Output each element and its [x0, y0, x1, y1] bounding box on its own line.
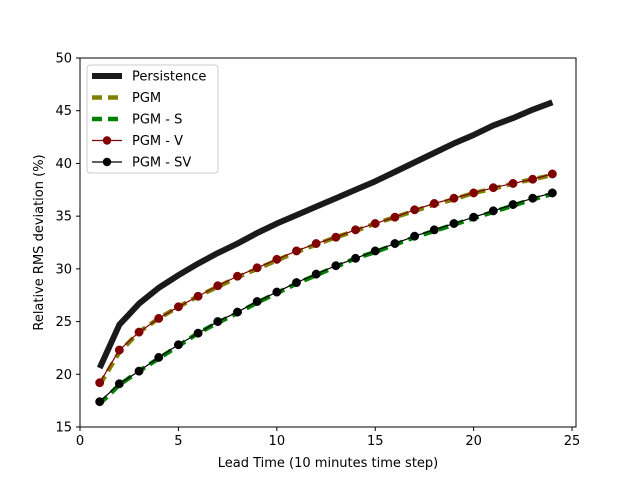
x-tick-label: 25: [564, 434, 581, 449]
data-point-pgm-sv: [410, 231, 420, 241]
x-tick-label: 5: [174, 434, 182, 449]
legend-marker-pgm-v: [102, 136, 112, 145]
data-point-pgm-v: [173, 302, 183, 312]
y-tick-label: 35: [55, 210, 72, 225]
data-point-pgm-v: [272, 254, 282, 264]
data-point-pgm-v: [469, 188, 479, 198]
legend-label-pgm-v: PGM - V: [132, 134, 183, 149]
data-point-pgm-sv: [272, 287, 282, 297]
data-point-pgm-v: [488, 183, 498, 193]
data-point-pgm-v: [449, 193, 459, 203]
y-tick-label: 30: [55, 262, 72, 277]
y-axis-label: Relative RMS deviation (%): [32, 154, 47, 330]
data-point-pgm-v: [410, 205, 420, 215]
data-point-pgm-sv: [528, 193, 538, 203]
data-point-pgm-v: [114, 345, 124, 355]
legend-label-pgm: PGM: [132, 91, 161, 106]
data-point-pgm-sv: [449, 219, 459, 228]
data-point-pgm-v: [311, 239, 321, 249]
plot-frame: [79, 57, 577, 428]
data-point-pgm-sv: [95, 397, 105, 407]
data-point-pgm-sv: [233, 307, 242, 317]
x-axis: 0 5 10 15 20 25: [76, 427, 580, 449]
data-point-pgm-v: [213, 281, 223, 291]
data-point-pgm-sv: [547, 188, 557, 198]
data-point-pgm-v: [429, 199, 439, 208]
data-point-pgm-sv: [114, 379, 124, 389]
y-tick-label: 50: [55, 52, 72, 67]
data-point-pgm-sv: [508, 200, 518, 209]
legend: Persistence PGM PGM - S PGM - V PGM - SV: [86, 64, 219, 174]
x-tick-label: 10: [269, 434, 286, 449]
y-tick-label: 20: [55, 368, 72, 383]
x-tick-label: 15: [367, 434, 384, 449]
y-tick-label: 15: [55, 421, 72, 436]
data-point-pgm-sv: [311, 269, 321, 279]
data-point-pgm-sv: [292, 278, 301, 288]
legend-marker-pgm-sv: [102, 157, 112, 167]
x-tick-label: 20: [465, 434, 482, 449]
data-point-pgm-v: [528, 174, 538, 184]
data-point-pgm-v: [233, 271, 242, 281]
data-point-pgm-v: [331, 232, 341, 242]
x-axis-label: Lead Time (10 minutes time step): [218, 456, 439, 471]
data-point-pgm-v: [508, 179, 518, 188]
data-point-pgm-v: [547, 169, 557, 179]
data-point-pgm-sv: [429, 225, 439, 235]
legend-label-pgm-sv: PGM - SV: [132, 156, 191, 171]
data-point-pgm-v: [193, 291, 203, 301]
data-point-pgm-sv: [252, 297, 262, 306]
data-point-pgm-sv: [351, 253, 361, 263]
data-point-pgm-sv: [193, 328, 203, 338]
legend-box: [86, 64, 219, 174]
x-tick-label: 0: [76, 434, 84, 449]
data-point-pgm-v: [292, 246, 301, 256]
y-tick-label: 25: [55, 315, 72, 330]
data-point-pgm-v: [370, 219, 380, 228]
series-layer: [95, 99, 557, 407]
data-point-pgm-sv: [370, 246, 380, 256]
y-tick-label: 40: [55, 157, 72, 172]
legend-label-pgm-s: PGM - S: [132, 113, 182, 128]
data-point-pgm-v: [134, 327, 144, 337]
series-line-persistence: [96, 99, 554, 370]
data-point-pgm-v: [154, 313, 164, 323]
data-point-pgm-sv: [390, 239, 400, 249]
data-point-pgm-v: [95, 378, 105, 388]
data-point-pgm-sv: [173, 340, 183, 350]
data-point-pgm-sv: [213, 317, 223, 327]
data-point-pgm-sv: [469, 212, 479, 222]
legend-label-persistence: Persistence: [132, 70, 206, 85]
data-point-pgm-v: [390, 212, 400, 222]
data-point-pgm-v: [252, 263, 262, 273]
data-point-pgm-sv: [134, 366, 144, 376]
data-point-pgm-sv: [488, 206, 498, 216]
data-point-pgm-sv: [331, 261, 341, 271]
y-axis: 15 20 25 30 35 40 45 50: [55, 52, 80, 436]
y-tick-label: 45: [55, 104, 72, 119]
data-point-pgm-sv: [154, 352, 164, 362]
data-point-pgm-v: [351, 225, 361, 235]
